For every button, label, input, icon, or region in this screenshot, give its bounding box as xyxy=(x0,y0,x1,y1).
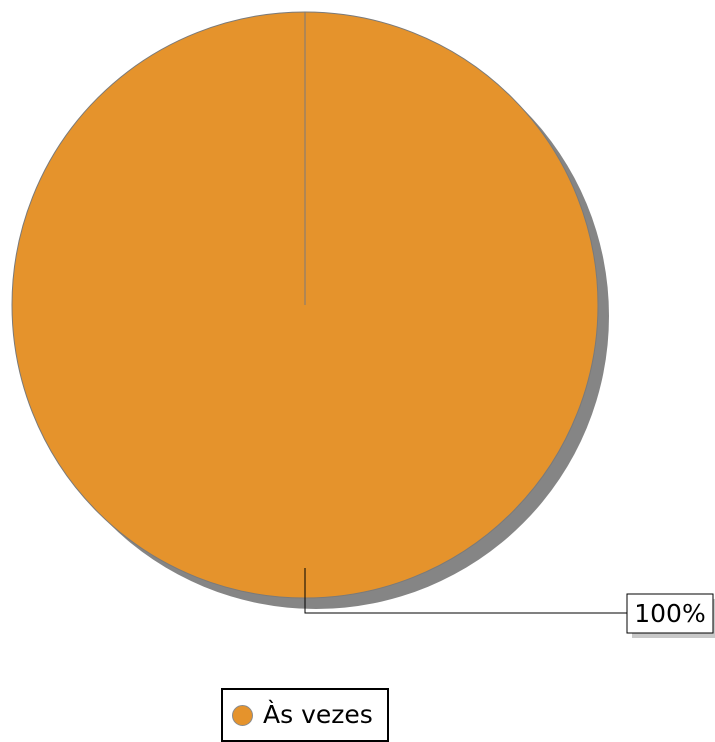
pie-label-layer: 100% xyxy=(304,568,715,638)
legend-swatch xyxy=(232,705,253,726)
data-label-leader-line xyxy=(304,568,627,614)
legend-label: Às vezes xyxy=(263,700,373,729)
legend: Às vezes xyxy=(221,688,389,742)
pie-slice-layer xyxy=(11,11,599,599)
data-label: 100% xyxy=(634,599,705,628)
data-label-box xyxy=(626,593,714,634)
